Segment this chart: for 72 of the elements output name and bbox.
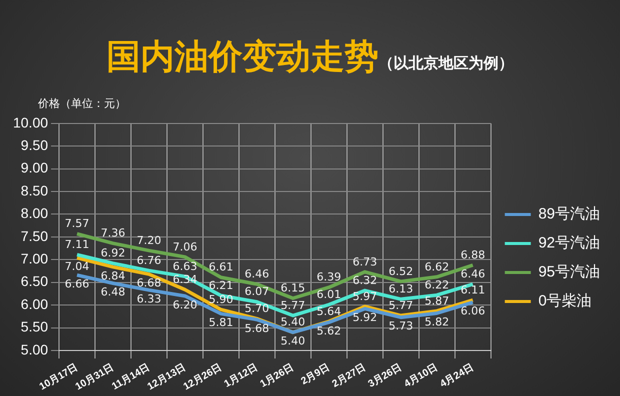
data-label: 5.68 — [244, 322, 270, 335]
y-tick-label: 10.00 — [12, 114, 48, 130]
data-label: 5.92 — [352, 311, 378, 324]
data-label: 6.06 — [460, 304, 486, 318]
x-tick-label: 2月27日 — [330, 362, 368, 390]
y-axis-title: 价格（单位：元） — [38, 96, 126, 111]
data-label: 6.11 — [460, 283, 486, 296]
data-label: 6.66 — [64, 277, 90, 290]
y-tick-label: 9.00 — [20, 160, 48, 176]
data-label: 6.92 — [100, 246, 126, 260]
data-label: 7.20 — [136, 234, 162, 247]
data-label: 5.40 — [280, 334, 306, 348]
data-label: 5.62 — [316, 324, 342, 338]
data-label: 6.63 — [172, 260, 198, 273]
legend-label: 0号柴油 — [538, 292, 592, 310]
y-tick-label: 7.00 — [20, 250, 48, 267]
data-label: 7.06 — [172, 240, 198, 254]
data-label: 5.90 — [208, 292, 234, 306]
y-tick-label: 7.50 — [20, 228, 48, 244]
data-label: 6.48 — [100, 286, 126, 299]
data-label: 5.87 — [424, 294, 450, 308]
data-label: 6.07 — [244, 285, 270, 298]
legend-label: 92号汽油 — [538, 234, 600, 252]
data-label: 6.73 — [352, 255, 378, 268]
data-label: 7.57 — [64, 217, 90, 230]
chart-title: 国内油价变动走势 — [106, 37, 378, 77]
data-label: 6.01 — [316, 288, 342, 301]
x-tick-label: 1月12日 — [222, 362, 260, 390]
data-label: 5.97 — [352, 290, 378, 303]
data-label: 5.70 — [244, 302, 270, 316]
y-tick-label: 5.00 — [20, 341, 48, 358]
data-label: 6.33 — [136, 292, 162, 306]
data-label: 6.32 — [352, 274, 378, 287]
data-label: 5.73 — [388, 320, 414, 333]
data-label: 6.21 — [208, 278, 234, 292]
data-label: 6.46 — [244, 268, 270, 281]
x-tick-label: 1月26日 — [258, 362, 296, 390]
x-tick-label: 4月24日 — [438, 362, 476, 390]
data-label: 5.77 — [388, 298, 414, 312]
data-label: 6.76 — [136, 254, 162, 267]
legend-label: 95号汽油 — [538, 264, 600, 281]
data-label: 5.40 — [280, 316, 306, 329]
data-label: 6.39 — [316, 270, 342, 284]
x-tick-label: 3月26日 — [366, 362, 404, 390]
data-label: 6.61 — [208, 260, 234, 274]
data-label: 5.82 — [424, 316, 450, 329]
legend-label: 89号汽油 — [538, 206, 600, 223]
chart-subtitle: （以北京地区为例） — [378, 54, 514, 72]
data-label: 5.64 — [316, 304, 342, 318]
data-label: 6.22 — [424, 278, 450, 292]
data-label: 6.46 — [460, 268, 486, 281]
y-tick-label: 5.50 — [20, 318, 48, 335]
y-tick-label: 9.50 — [20, 136, 48, 153]
data-label: 7.11 — [64, 238, 90, 252]
data-label: 6.88 — [460, 248, 486, 262]
data-label: 6.84 — [100, 269, 126, 282]
x-tick-label: 2月9日 — [299, 362, 332, 388]
y-tick-label: 8.00 — [20, 205, 48, 222]
data-label: 7.36 — [100, 226, 126, 240]
data-label: 5.77 — [280, 298, 306, 312]
data-label: 6.52 — [388, 264, 414, 278]
data-label: 5.81 — [208, 316, 234, 330]
data-label: 6.15 — [280, 282, 306, 295]
y-tick-label: 6.00 — [20, 296, 48, 312]
data-label: 6.62 — [424, 260, 450, 274]
data-label: 7.04 — [64, 260, 90, 274]
data-label: 6.20 — [172, 298, 198, 312]
y-tick-label: 8.50 — [20, 182, 48, 198]
data-label: 6.68 — [136, 276, 162, 290]
data-label: 6.13 — [388, 282, 414, 296]
x-tick-label: 4月10日 — [402, 362, 440, 390]
y-tick-label: 6.50 — [20, 273, 48, 290]
